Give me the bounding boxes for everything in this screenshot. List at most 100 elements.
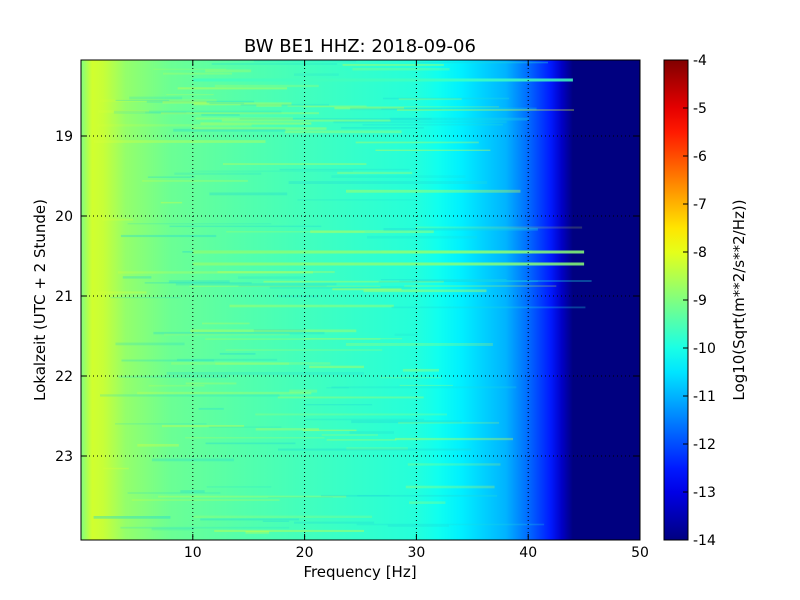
spectrogram-streak [405, 485, 495, 489]
spectrogram-streak [309, 365, 364, 369]
x-tick-label: 40 [519, 545, 537, 561]
spectrogram-streak [195, 117, 293, 120]
spectrogram-streak [297, 199, 416, 201]
spectrogram-streak [190, 170, 353, 172]
spectrogram-base [81, 60, 640, 540]
spectrogram-streak [255, 413, 447, 416]
spectrogram-streak [180, 490, 205, 493]
spectrogram-streak [409, 501, 446, 504]
spectrogram-streak [160, 201, 183, 204]
grid-lines [81, 60, 640, 540]
spectrogram-streak [263, 280, 444, 283]
spectrogram-streak [217, 271, 335, 274]
spectrogram-streak [205, 442, 296, 445]
spectrogram-streak [127, 492, 221, 494]
colorbar-tick-label: -4 [693, 53, 707, 69]
x-axis-label: Frequency [Hz] [303, 563, 416, 581]
spectrogram-streak [238, 276, 306, 279]
spectrogram-streak [120, 234, 217, 238]
spectrogram-streak [189, 285, 381, 287]
x-tick-label: 20 [296, 545, 314, 561]
spectrogram-streak [208, 426, 282, 428]
spectrogram-streak [402, 368, 439, 372]
spectrogram-streak [201, 114, 240, 116]
spectrogram-streak [225, 349, 383, 351]
spectrogram-streak [289, 389, 318, 393]
spectrogram-streak [362, 124, 503, 126]
y-tick-label: 22 [55, 369, 73, 385]
spectrogram-streak [278, 448, 472, 451]
spectrogram-streak [381, 108, 442, 110]
spectrogram-streak [331, 386, 517, 389]
spectrogram-streak [352, 68, 450, 71]
spectrogram-streak [200, 518, 300, 521]
spectrogram-streak [415, 61, 548, 64]
spectrogram-streak [185, 437, 325, 439]
spectrogram-streak [389, 117, 529, 121]
spectrogram-streak [174, 172, 262, 175]
spectrogram-streak [383, 228, 538, 231]
x-axis: 10 20 30 40 50 [184, 60, 649, 561]
spectrogram-streak [93, 516, 171, 519]
y-tick-label: 20 [55, 209, 73, 225]
spectrogram-streak [303, 404, 373, 406]
spectrogram-streak [287, 105, 367, 107]
x-tick-label: 10 [184, 545, 202, 561]
spectrogram-streak [303, 106, 500, 108]
spectrogram-streak [129, 96, 183, 100]
spectrogram-streak [321, 434, 378, 436]
spectrogram-streak [288, 181, 488, 184]
colorbar-tick-label: -8 [693, 245, 707, 261]
spectrogram-streak [168, 280, 230, 284]
spectrogram-streak [304, 418, 425, 421]
spectrogram-streak [162, 101, 207, 104]
spectrogram-streak [240, 103, 329, 106]
spectrogram-streak [294, 73, 339, 76]
spectrogram-streak [333, 121, 507, 124]
colorbar-tick-label: -6 [693, 149, 707, 165]
spectrogram-streak [142, 179, 248, 182]
spectrogram-streak [331, 175, 466, 178]
plot-frame [80, 59, 641, 541]
spectrogram-streak [407, 463, 501, 466]
x-tick-label: 50 [631, 545, 649, 561]
spectrogram-streak [193, 515, 373, 518]
spectrogram-streak [221, 119, 391, 122]
spectrogram-streak [115, 342, 185, 346]
y-tick-label: 19 [55, 129, 73, 145]
spectrogram-streak [209, 102, 245, 105]
colorbar-tick-label: -7 [693, 197, 707, 213]
spectrogram-streak [269, 286, 412, 289]
spectrogram-streak [211, 63, 338, 65]
spectrogram-streak [200, 122, 312, 125]
spectrogram-streak [380, 377, 442, 379]
strong-line [192, 250, 585, 254]
strong-line [192, 78, 573, 82]
spectrogram-streak [383, 97, 510, 100]
spectrogram-streak [160, 112, 319, 115]
spectrogram-streak [278, 295, 319, 298]
colorbar-ticks: -4 -5 -6 -7 -8 -9 -10 -11 -12 -13 -14 [683, 53, 716, 549]
spectrogram-streak [171, 362, 331, 365]
spectrogram-streak [326, 387, 349, 389]
spectrogram-streak [102, 218, 133, 221]
spectrogram-streak [222, 163, 367, 165]
spectrogram-streak [205, 338, 381, 340]
spectrogram-streak [205, 69, 252, 73]
spectrogram-streak [209, 192, 288, 196]
spectrogram-streak [103, 467, 129, 470]
spectrogram-streak [193, 102, 292, 106]
spectrogram-streak [97, 124, 252, 127]
spectrogram-streak [321, 494, 498, 497]
spectrogram-streak [332, 288, 402, 291]
spectrogram-streak [239, 118, 432, 120]
spectrogram-streak [238, 285, 327, 287]
spectrogram-streak [375, 149, 491, 151]
x-tick-label: 30 [407, 545, 425, 561]
spectrogram-streak [144, 282, 252, 284]
spectrogram-streak [334, 107, 404, 110]
spectrogram-streak [166, 94, 214, 96]
spectrogram-streak [94, 140, 266, 143]
spectrogram-streak [378, 281, 418, 283]
spectrogram-streak [121, 359, 215, 362]
